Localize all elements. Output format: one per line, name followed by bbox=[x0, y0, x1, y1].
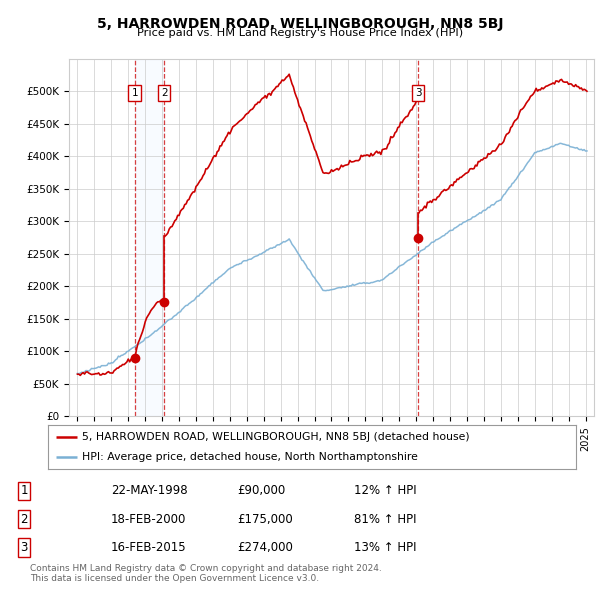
Text: 13% ↑ HPI: 13% ↑ HPI bbox=[354, 541, 416, 554]
Text: This data is licensed under the Open Government Licence v3.0.: This data is licensed under the Open Gov… bbox=[30, 574, 319, 583]
Text: 5, HARROWDEN ROAD, WELLINGBOROUGH, NN8 5BJ: 5, HARROWDEN ROAD, WELLINGBOROUGH, NN8 5… bbox=[97, 17, 503, 31]
Text: 1: 1 bbox=[131, 88, 138, 99]
Text: 2: 2 bbox=[161, 88, 167, 99]
Text: 2: 2 bbox=[20, 513, 28, 526]
Text: 1: 1 bbox=[20, 484, 28, 497]
Text: 18-FEB-2000: 18-FEB-2000 bbox=[111, 513, 187, 526]
Text: 5, HARROWDEN ROAD, WELLINGBOROUGH, NN8 5BJ (detached house): 5, HARROWDEN ROAD, WELLINGBOROUGH, NN8 5… bbox=[82, 432, 470, 442]
Text: 12% ↑ HPI: 12% ↑ HPI bbox=[354, 484, 416, 497]
Bar bbox=[135, 59, 164, 416]
Text: 22-MAY-1998: 22-MAY-1998 bbox=[111, 484, 188, 497]
Text: 3: 3 bbox=[415, 88, 422, 99]
Text: Price paid vs. HM Land Registry's House Price Index (HPI): Price paid vs. HM Land Registry's House … bbox=[137, 28, 463, 38]
Text: £90,000: £90,000 bbox=[237, 484, 285, 497]
Text: 16-FEB-2015: 16-FEB-2015 bbox=[111, 541, 187, 554]
Text: Contains HM Land Registry data © Crown copyright and database right 2024.: Contains HM Land Registry data © Crown c… bbox=[30, 565, 382, 573]
Text: £274,000: £274,000 bbox=[237, 541, 293, 554]
Text: £175,000: £175,000 bbox=[237, 513, 293, 526]
Text: 81% ↑ HPI: 81% ↑ HPI bbox=[354, 513, 416, 526]
Text: 3: 3 bbox=[20, 541, 28, 554]
Text: HPI: Average price, detached house, North Northamptonshire: HPI: Average price, detached house, Nort… bbox=[82, 452, 418, 462]
